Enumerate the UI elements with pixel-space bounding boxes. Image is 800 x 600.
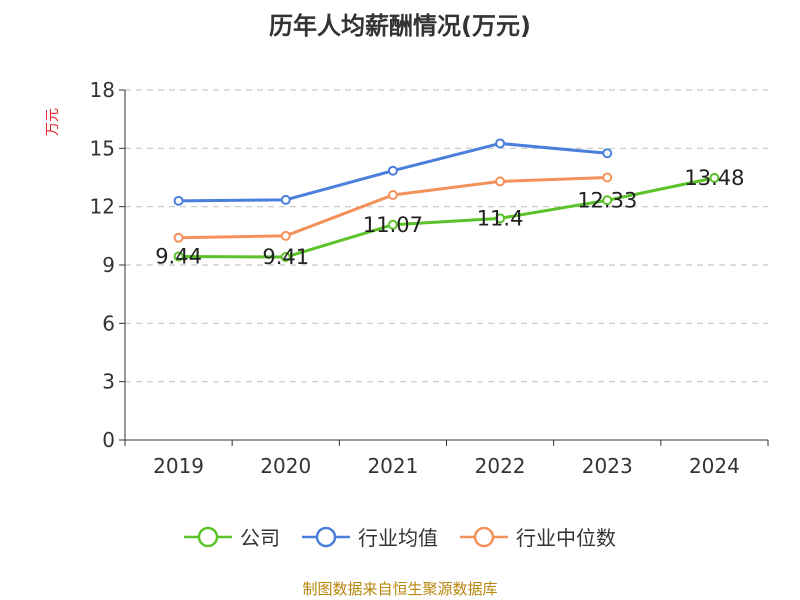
data-point	[387, 219, 398, 230]
data-point	[280, 252, 291, 263]
y-tick-label: 12	[90, 195, 115, 219]
legend-marker-icon	[184, 526, 232, 547]
data-point	[173, 195, 184, 206]
source-note: 制图数据来自恒生聚源数据库	[302, 580, 498, 598]
x-tick-label: 2019	[153, 454, 204, 478]
data-point	[173, 251, 184, 262]
legend-item[interactable]: 公司	[184, 522, 280, 551]
data-point	[709, 172, 720, 183]
y-tick-label: 0	[102, 428, 115, 452]
y-tick-label: 18	[90, 78, 115, 102]
y-tick-label: 15	[90, 136, 115, 160]
legend-label: 行业均值	[358, 526, 438, 550]
legend-marker-icon	[460, 526, 508, 547]
legend-item[interactable]: 行业中位数	[460, 522, 616, 551]
x-tick-label: 2021	[367, 454, 418, 478]
data-label: 11.07	[363, 213, 423, 237]
x-tick-label: 2022	[475, 454, 526, 478]
data-point	[602, 148, 613, 159]
legend-item[interactable]: 行业均值	[302, 522, 438, 551]
x-tick-label: 2020	[260, 454, 311, 478]
y-tick-label: 6	[102, 311, 115, 335]
series-line	[178, 176, 715, 259]
data-label: 9.41	[262, 245, 309, 269]
legend-label: 公司	[240, 526, 280, 550]
data-point	[387, 165, 398, 176]
legend-marker-icon	[302, 526, 350, 547]
data-point	[495, 176, 506, 187]
data-label: 13.48	[684, 166, 744, 190]
data-label: 12.33	[577, 188, 637, 212]
data-label: 11.4	[477, 206, 524, 230]
data-point	[602, 195, 613, 206]
chart-title: 历年人均薪酬情况(万元)	[269, 12, 531, 40]
y-tick-label: 3	[102, 370, 115, 394]
legend-label: 行业中位数	[516, 526, 616, 550]
x-tick-label: 2023	[582, 454, 633, 478]
data-point	[495, 213, 506, 224]
data-label: 9.44	[155, 244, 202, 268]
x-tick-label: 2024	[689, 454, 740, 478]
data-point	[280, 230, 291, 241]
legend: 公司 行业均值 行业中位数	[0, 522, 800, 551]
data-point	[602, 172, 613, 183]
y-tick-label: 9	[102, 253, 115, 277]
data-point	[280, 194, 291, 205]
data-point	[495, 138, 506, 149]
data-point	[173, 232, 184, 243]
data-point	[387, 190, 398, 200]
